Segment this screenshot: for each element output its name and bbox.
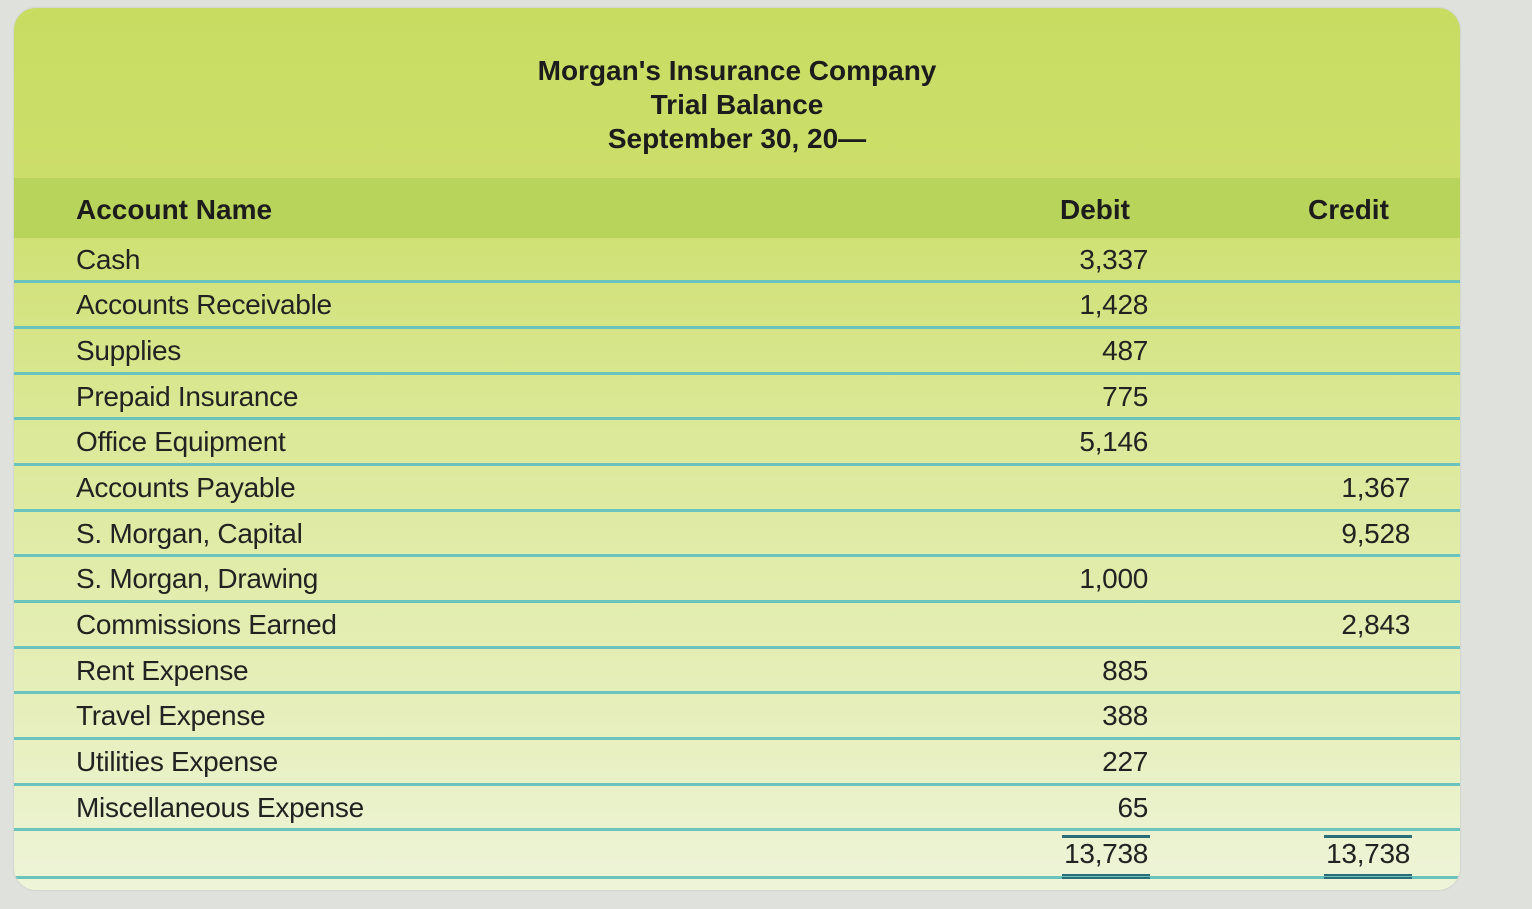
credit-amount: 1,367 [1341,472,1410,503]
credit-amount: 9,528 [1341,518,1410,549]
table-row: Cash 3,337 [14,238,1460,283]
total-debit: 13,738 [1062,835,1150,879]
account-name: Supplies [76,335,182,366]
debit-amount: 5,146 [1079,426,1148,457]
column-header-account-name: Account Name [76,194,273,225]
table-header: Account Name Debit Credit [14,178,1460,238]
debit-amount: 388 [1102,700,1148,731]
debit-amount: 1,000 [1079,563,1148,594]
account-name: S. Morgan, Drawing [76,563,319,594]
table-row: Office Equipment 5,146 [14,420,1460,466]
debit-amount: 3,337 [1079,244,1148,275]
table-row: Utilities Expense 227 [14,740,1460,786]
total-credit: 13,738 [1324,835,1412,879]
account-name: Miscellaneous Expense [76,792,364,823]
account-name: Rent Expense [76,655,249,686]
account-name: Accounts Payable [76,472,296,503]
account-name: Utilities Expense [76,746,278,777]
debit-amount: 65 [1117,792,1148,823]
account-name: Cash [76,244,141,275]
report-heading: Morgan's Insurance Company Trial Balance… [14,54,1460,156]
account-name: S. Morgan, Capital [76,518,303,549]
debit-amount: 487 [1102,335,1148,366]
table-row: Rent Expense 885 [14,649,1460,694]
table-row: Prepaid Insurance 775 [14,375,1460,420]
trial-balance-card: Morgan's Insurance Company Trial Balance… [14,8,1460,890]
column-header-credit: Credit [1308,194,1389,225]
debit-amount: 775 [1102,381,1148,412]
table-row: S. Morgan, Capital 9,528 [14,512,1460,557]
table-row: Travel Expense 388 [14,694,1460,740]
account-name: Travel Expense [76,700,266,731]
debit-amount: 1,428 [1079,289,1148,320]
table-row: Commissions Earned 2,843 [14,603,1460,649]
account-name: Prepaid Insurance [76,381,299,412]
debit-amount: 227 [1102,746,1148,777]
table-row: Miscellaneous Expense 65 [14,786,1460,831]
column-header-debit: Debit [1060,194,1130,225]
totals-row: 13,738 13,738 [14,831,1460,879]
report-date: September 30, 20— [607,123,867,154]
report-title: Trial Balance [650,89,824,120]
credit-amount: 2,843 [1341,609,1410,640]
table-row: Accounts Payable 1,367 [14,466,1460,512]
table-row: Accounts Receivable 1,428 [14,283,1460,329]
debit-amount: 885 [1102,655,1148,686]
company-name: Morgan's Insurance Company [537,55,937,86]
table-body: Cash 3,337 Accounts Receivable 1,428 Supplie… [14,238,1460,879]
table-row: Supplies 487 [14,329,1460,375]
table-row: S. Morgan, Drawing 1,000 [14,557,1460,603]
account-name: Commissions Earned [76,609,337,640]
account-name: Accounts Receivable [76,289,332,320]
account-name: Office Equipment [76,426,286,457]
